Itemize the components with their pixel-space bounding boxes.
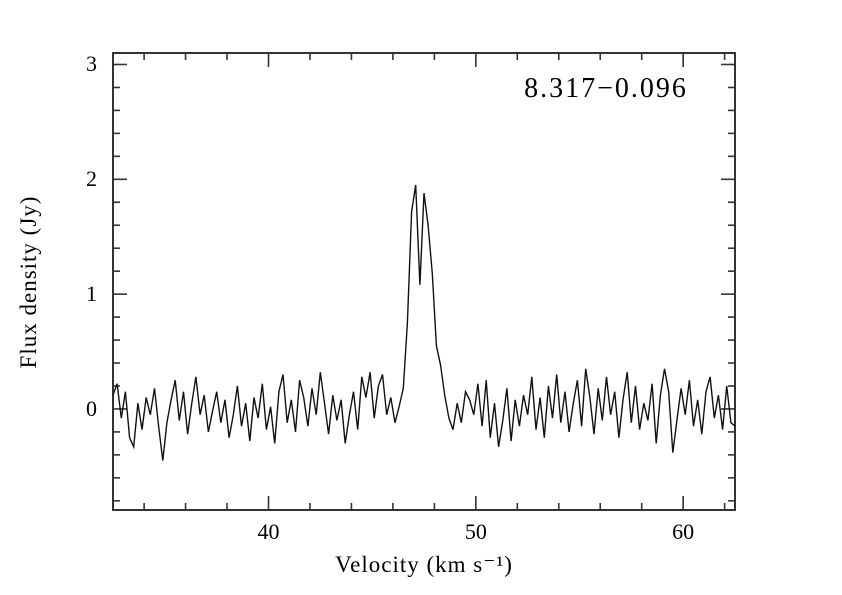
y-tick-label: 0 [86, 395, 97, 421]
y-tick-label: 3 [86, 51, 97, 77]
source-name-label: 8.317−0.096 [524, 73, 688, 104]
y-tick-label: 2 [86, 166, 97, 192]
x-tick-label: 40 [257, 519, 280, 544]
x-tick-label: 50 [464, 519, 487, 544]
y-tick-label: 1 [86, 281, 97, 307]
plot-frame [112, 52, 736, 511]
x-tick-label: 60 [672, 519, 695, 544]
x-axis-label: Velocity (km s⁻¹) [335, 552, 513, 577]
spectrum-line [112, 184, 736, 461]
